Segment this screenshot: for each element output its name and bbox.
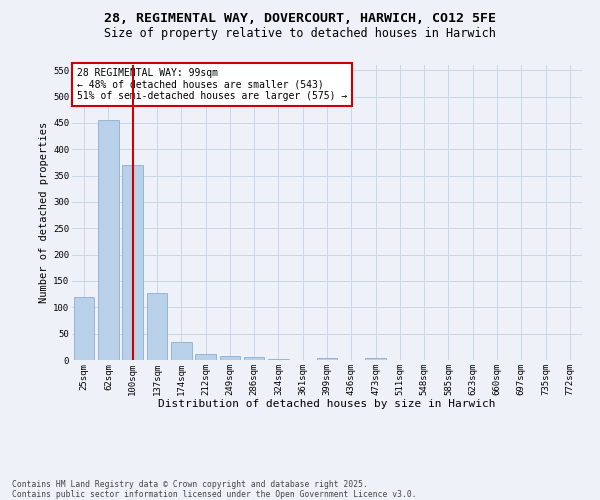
Bar <box>220 356 240 360</box>
Bar <box>268 359 289 360</box>
Bar <box>195 354 216 360</box>
Bar <box>146 292 167 360</box>
Bar <box>74 297 94 360</box>
X-axis label: Distribution of detached houses by size in Harwich: Distribution of detached houses by size … <box>158 399 496 409</box>
Text: Contains HM Land Registry data © Crown copyright and database right 2025.
Contai: Contains HM Land Registry data © Crown c… <box>12 480 416 499</box>
Bar <box>365 358 386 360</box>
Bar <box>244 357 265 360</box>
Bar <box>98 120 119 360</box>
Text: 28, REGIMENTAL WAY, DOVERCOURT, HARWICH, CO12 5FE: 28, REGIMENTAL WAY, DOVERCOURT, HARWICH,… <box>104 12 496 26</box>
Bar <box>171 342 191 360</box>
Text: Size of property relative to detached houses in Harwich: Size of property relative to detached ho… <box>104 28 496 40</box>
Text: 28 REGIMENTAL WAY: 99sqm
← 48% of detached houses are smaller (543)
51% of semi-: 28 REGIMENTAL WAY: 99sqm ← 48% of detach… <box>77 68 347 101</box>
Y-axis label: Number of detached properties: Number of detached properties <box>39 122 49 303</box>
Bar <box>317 358 337 360</box>
Bar <box>122 165 143 360</box>
